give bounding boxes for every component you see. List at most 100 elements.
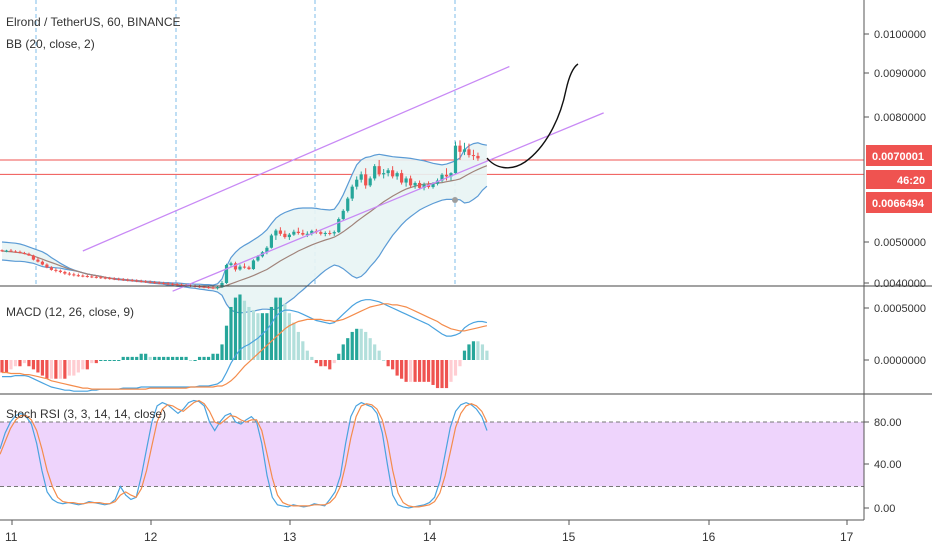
candle-body	[171, 283, 175, 285]
macd-histogram-bar	[108, 360, 112, 361]
candle	[400, 169, 404, 185]
candle	[242, 263, 247, 269]
candle	[422, 182, 426, 191]
candle	[108, 276, 112, 280]
candle-body	[292, 231, 296, 235]
macd-histogram-bar	[153, 356, 157, 360]
macd-histogram-bar	[193, 360, 197, 361]
macd-signal-line	[2, 303, 488, 390]
candle	[453, 141, 458, 174]
macd-histogram-bar	[476, 341, 480, 360]
macd-histogram-bar	[426, 360, 431, 382]
candle	[112, 277, 116, 281]
macd-histogram-bar	[341, 344, 345, 360]
candle	[355, 176, 359, 190]
macd-histogram-bar	[166, 356, 170, 360]
candle-body	[440, 174, 444, 181]
candle-body	[350, 186, 354, 199]
channel-lower-line	[172, 112, 604, 292]
macd-histogram-bar	[121, 356, 125, 360]
candle-body	[395, 173, 399, 177]
candle	[382, 169, 386, 179]
candle-body	[81, 275, 85, 277]
candle-body	[319, 232, 323, 234]
candle	[67, 271, 71, 276]
candle	[13, 250, 18, 253]
macd-histogram-bar	[480, 344, 485, 360]
candle	[404, 176, 408, 187]
macd-histogram-bar	[135, 356, 139, 360]
macd-histogram-bar	[467, 344, 471, 360]
macd-histogram-bar	[188, 360, 193, 361]
macd-histogram-bar	[36, 360, 40, 373]
candle-body	[467, 149, 471, 156]
candle-body	[453, 145, 458, 174]
stoch-rsi-d-line	[0, 399, 488, 508]
candle-body	[238, 266, 242, 270]
candle-body	[341, 210, 345, 220]
candle	[377, 160, 381, 177]
candle	[265, 246, 269, 255]
candle-body	[103, 277, 107, 279]
macd-histogram-bar	[404, 360, 408, 382]
candle-body	[135, 280, 139, 282]
candle	[0, 249, 4, 252]
stoch-rsi-axis[interactable]: 80.00 40.00 0.00	[864, 417, 902, 515]
macd-histogram-bar	[58, 360, 62, 379]
price-pane[interactable]	[0, 0, 864, 314]
macd-histogram-bar	[296, 331, 300, 360]
candle	[103, 276, 107, 280]
macd-histogram-bar	[130, 356, 134, 360]
candle-body	[202, 286, 206, 288]
candle	[63, 270, 67, 275]
macd-histogram-bar	[453, 360, 458, 376]
macd-histogram-bar	[112, 360, 116, 361]
candle-body	[67, 273, 71, 275]
candle	[99, 276, 103, 279]
candle	[54, 268, 58, 273]
candle-body	[471, 155, 476, 157]
macd-histogram-bar	[359, 328, 363, 360]
macd-axis[interactable]: 0.0005000 0.0000000	[864, 303, 926, 367]
candle	[292, 229, 296, 236]
candle-body	[431, 183, 435, 188]
macd-histogram-bar	[99, 360, 103, 361]
candle	[215, 286, 220, 290]
candle	[458, 140, 462, 160]
macd-histogram-bar	[269, 306, 273, 360]
candle	[323, 231, 327, 237]
candle	[27, 252, 31, 256]
candle	[467, 143, 471, 158]
candle-body	[148, 281, 152, 283]
candle	[211, 286, 215, 290]
candle-body	[206, 287, 211, 289]
stoch-rsi-pane[interactable]	[0, 399, 864, 509]
macd-pane[interactable]	[0, 294, 489, 392]
candle	[359, 171, 363, 183]
candle-body	[346, 198, 350, 211]
candle	[18, 250, 22, 254]
macd-histogram-bar	[233, 297, 238, 360]
macd-histogram-bar	[162, 356, 166, 360]
candle-body	[287, 234, 291, 238]
macd-histogram-bar	[462, 350, 467, 360]
candle-body	[45, 264, 49, 268]
candle-body	[251, 260, 256, 270]
candle	[287, 232, 291, 240]
macd-histogram-bar	[4, 360, 9, 373]
time-axis[interactable]: 11 12 13 14 15 16 17	[5, 520, 854, 544]
bollinger-basis-line	[1, 165, 488, 289]
macd-histogram-bar	[422, 360, 426, 382]
time-tick-label: 12	[144, 530, 158, 544]
macd-histogram-bar	[435, 360, 440, 389]
candle-body	[63, 271, 67, 274]
candle	[81, 274, 85, 278]
price-axis[interactable]: 0.0100000 0.0090000 0.0080000 0.0050000 …	[864, 29, 926, 290]
countdown-label: 46:20	[897, 175, 925, 187]
candle	[4, 249, 9, 253]
price-marker	[452, 197, 458, 203]
macd-histogram-bar	[220, 344, 224, 360]
candle	[417, 180, 422, 190]
macd-histogram-bar	[305, 350, 309, 360]
